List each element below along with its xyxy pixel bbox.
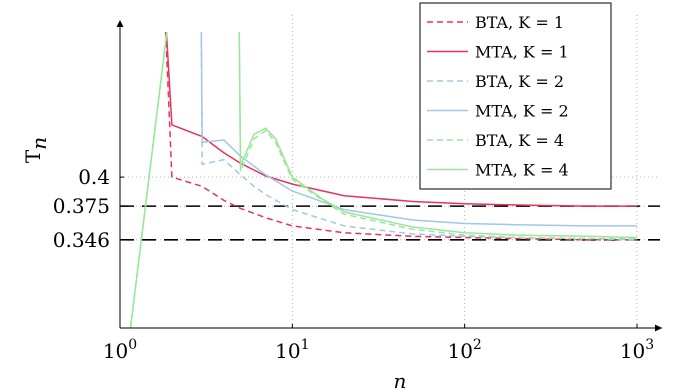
x-axis-arrow xyxy=(655,324,662,332)
legend-label-5: MTA, K = 4 xyxy=(475,161,569,180)
series-line-4 xyxy=(129,32,638,328)
y-tick-label: 0.375 xyxy=(53,194,110,218)
x-axis-label: n xyxy=(394,369,407,392)
x-tick-label: 103 xyxy=(620,337,654,363)
legend-label-1: MTA, K = 1 xyxy=(475,43,569,62)
x-tick-label: 102 xyxy=(447,337,481,363)
tick-labels: 100 101 102 103 0.346 0.375 0.4 xyxy=(53,165,654,363)
legend-box xyxy=(419,2,612,190)
series-lines xyxy=(129,32,638,328)
series-line-5 xyxy=(129,32,638,328)
legend-label-4: BTA, K = 4 xyxy=(475,131,564,150)
x-tick-label: 101 xyxy=(275,337,309,363)
series-line-3 xyxy=(200,32,637,227)
legend-label-2: BTA, K = 2 xyxy=(475,72,564,91)
axes xyxy=(116,20,662,332)
grid xyxy=(120,12,660,328)
series-line-0 xyxy=(164,32,637,241)
series-line-2 xyxy=(200,32,637,240)
x-tick-label: 100 xyxy=(103,337,137,363)
y-axis-label: Tn xyxy=(21,137,51,163)
legend-label-3: MTA, K = 2 xyxy=(475,102,569,121)
y-axis-arrow xyxy=(116,20,124,27)
y-tick-label: 0.4 xyxy=(78,165,110,189)
legend-label-0: BTA, K = 1 xyxy=(475,13,564,32)
legend: BTA, K = 1 MTA, K = 1 BTA, K = 2 MTA, K = 2… xyxy=(419,2,612,190)
y-tick-label: 0.346 xyxy=(53,228,110,252)
